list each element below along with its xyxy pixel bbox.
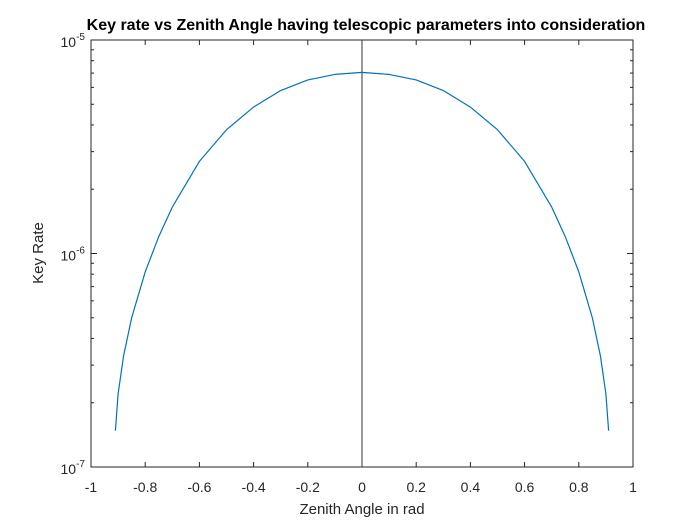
plot-area: -1 -0.8 -0.6 -0.4 -0.2 0 0.2 0.4 0.6 0.8 1 10-7 10-6…	[61, 32, 638, 495]
x-tick-label: 0.2	[406, 479, 426, 495]
x-tick-label: 0.6	[515, 479, 535, 495]
x-tick-label: -1	[85, 479, 98, 495]
y-tick-label: 10-7	[61, 459, 86, 477]
x-tick-label: -0.2	[296, 479, 320, 495]
x-tick-label: 1	[629, 479, 637, 495]
y-tick-label: 10-5	[61, 32, 86, 50]
x-tick-label: 0.8	[569, 479, 589, 495]
x-tick-label: -0.8	[133, 479, 157, 495]
x-tick-label: 0.4	[461, 479, 481, 495]
chart-title: Key rate vs Zenith Angle having telescop…	[87, 17, 646, 34]
y-axis-label: Key Rate	[30, 222, 47, 284]
x-axis-label: Zenith Angle in rad	[299, 501, 424, 518]
x-tick-label: 0	[358, 479, 366, 495]
y-tick-label: 10-6	[61, 246, 86, 264]
x-tick-label: -0.4	[242, 479, 266, 495]
x-tick-label: -0.6	[187, 479, 211, 495]
series-line	[114, 71, 610, 431]
